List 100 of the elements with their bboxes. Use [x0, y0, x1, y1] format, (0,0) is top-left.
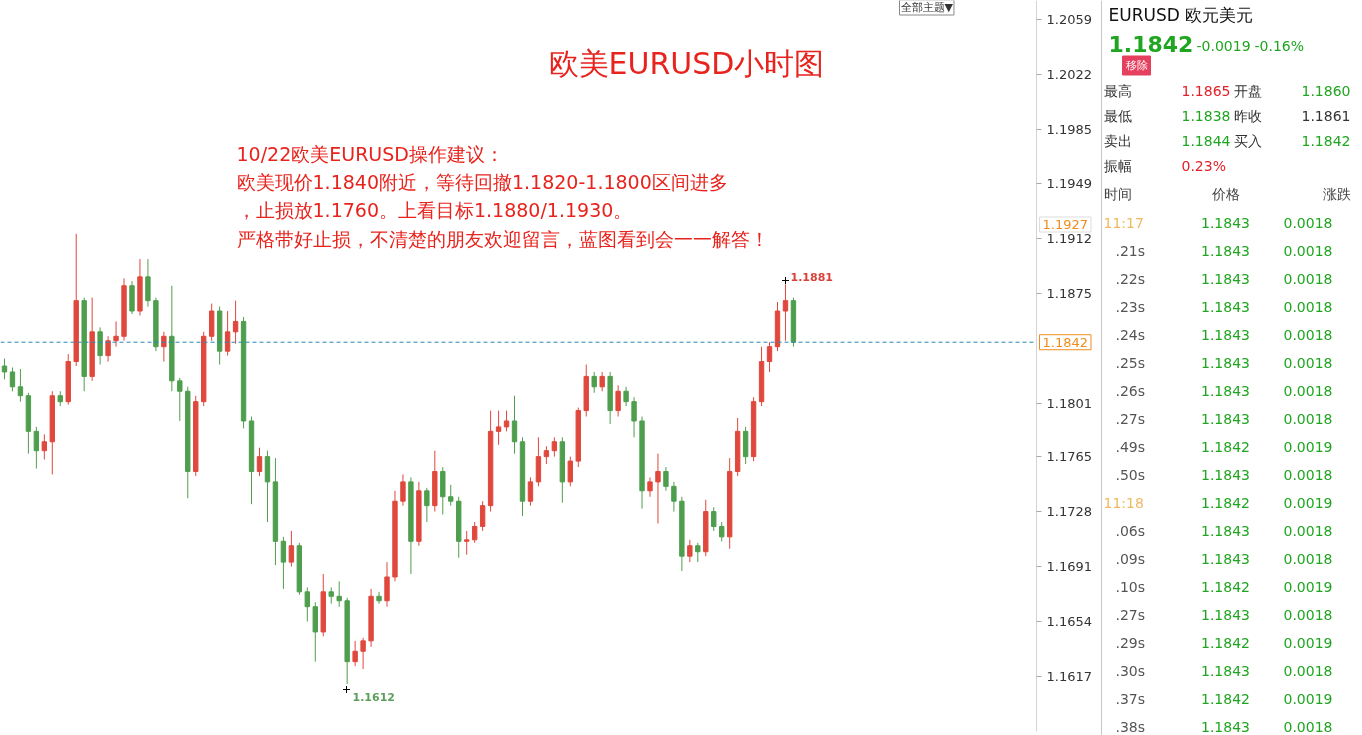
candlestick: [145, 258, 151, 308]
text: 0.0019: [1283, 494, 1333, 511]
text: .49s: [1115, 438, 1146, 455]
y-tick-label: 1.2059: [1046, 12, 1092, 28]
text: 卖出: [1103, 132, 1132, 149]
candlestick: [9, 366, 16, 392]
text: 0.0019: [1283, 690, 1333, 707]
candlestick: [687, 539, 693, 563]
text: 时间: [1103, 185, 1132, 202]
candlestick: [591, 371, 597, 394]
text: EURUSD 欧元美元: [1108, 4, 1254, 25]
text: 1.1842: [1201, 438, 1251, 455]
candlestick: [384, 561, 390, 608]
text: .38s: [1115, 718, 1146, 735]
text: .50s: [1115, 466, 1146, 483]
candlestick: [1, 358, 8, 380]
y-tick-label: 1.1949: [1046, 175, 1092, 191]
text: 1.1843: [1201, 298, 1251, 315]
text: 0.0018: [1283, 522, 1333, 539]
text: 1.1843: [1201, 718, 1251, 735]
text: .23s: [1115, 298, 1146, 315]
candlestick: [671, 481, 677, 513]
candlestick: [615, 384, 621, 418]
text: .27s: [1115, 606, 1146, 623]
candlestick: [360, 637, 366, 670]
candlestick: [663, 466, 669, 492]
text: .26s: [1115, 382, 1146, 399]
candlestick: [256, 447, 263, 477]
text: 1.1842: [1201, 634, 1251, 651]
text: 0.0018: [1283, 606, 1333, 623]
y-tick-label: 1.1765: [1046, 449, 1092, 465]
text: 11:17: [1103, 214, 1144, 231]
candlestick: [41, 433, 48, 461]
annotation: 10/22欧美EURUSD操作建议：: [236, 142, 504, 165]
text: 0.0018: [1283, 354, 1333, 371]
y-tick-label: 1.1728: [1046, 504, 1092, 520]
candlestick: [448, 484, 454, 507]
candlestick: [161, 331, 167, 363]
text: 1.1842: [1201, 578, 1251, 595]
candlestick: [655, 453, 661, 524]
candlestick: [105, 335, 111, 363]
text: 1.1843: [1201, 662, 1251, 679]
text: .37s: [1115, 690, 1146, 707]
text: 0.0018: [1283, 298, 1333, 315]
candlestick: [695, 542, 701, 563]
candlestick: [33, 426, 40, 470]
text: 买入: [1233, 132, 1262, 149]
text: 0.0018: [1283, 410, 1333, 427]
y-tick-label: 1.1801: [1046, 395, 1092, 411]
candlestick: [400, 473, 406, 507]
candlestick: [376, 591, 382, 605]
text: 开盘: [1233, 82, 1262, 99]
text: 1.1844: [1181, 132, 1231, 149]
y-tick-label: 1.1912: [1046, 230, 1092, 246]
candlestick: [719, 521, 725, 542]
text: 0.0018: [1283, 550, 1333, 567]
text: 1.1843: [1201, 466, 1251, 483]
annotation: 1.1612: [352, 690, 395, 704]
candlestick: [177, 377, 183, 422]
text: 1.1843: [1201, 270, 1251, 287]
candlestick: [97, 326, 103, 366]
candlestick: [623, 386, 629, 407]
text: 欧美EURUSD小时图: [548, 46, 825, 81]
text: 0.23%: [1181, 157, 1226, 174]
text: 1.1843: [1201, 214, 1251, 231]
candlestick: [711, 506, 717, 532]
text: 1.1860: [1301, 82, 1351, 99]
candlestick: [288, 530, 295, 568]
candlestick: [511, 395, 518, 455]
text: .29s: [1115, 634, 1146, 651]
text: 0.0018: [1283, 326, 1333, 343]
text: 1.1865: [1181, 82, 1231, 99]
text: 1.1927: [1042, 217, 1088, 232]
candlestick: [232, 300, 239, 345]
y-tick-label: 1.1654: [1046, 614, 1092, 630]
text: 0.0019: [1283, 578, 1333, 595]
candlestick: [567, 456, 573, 487]
text: 1.1843: [1201, 326, 1251, 343]
text: 0.0018: [1283, 242, 1333, 259]
text: 1.1842: [1108, 31, 1194, 57]
candlestick: [17, 368, 24, 403]
candlestick: [280, 536, 287, 590]
text: .22s: [1115, 270, 1146, 287]
candlestick: [495, 410, 502, 446]
text: .30s: [1115, 662, 1146, 679]
text: 1.1843: [1201, 354, 1251, 371]
text: 价格: [1210, 185, 1240, 202]
candlestick: [766, 341, 773, 373]
candlestick: [647, 476, 653, 498]
text: 1.1843: [1201, 606, 1251, 623]
text: 移除: [1125, 59, 1148, 72]
text: 0.0018: [1283, 718, 1333, 735]
text: 最高: [1103, 82, 1132, 99]
text: 1.1838: [1181, 107, 1231, 124]
text: -0.0019: [1196, 37, 1251, 54]
text: 昨收: [1233, 107, 1262, 124]
text: 0.0019: [1283, 634, 1333, 651]
text: 1.1843: [1201, 242, 1251, 259]
text: 振幅: [1103, 157, 1132, 174]
candlestick: [304, 586, 311, 623]
